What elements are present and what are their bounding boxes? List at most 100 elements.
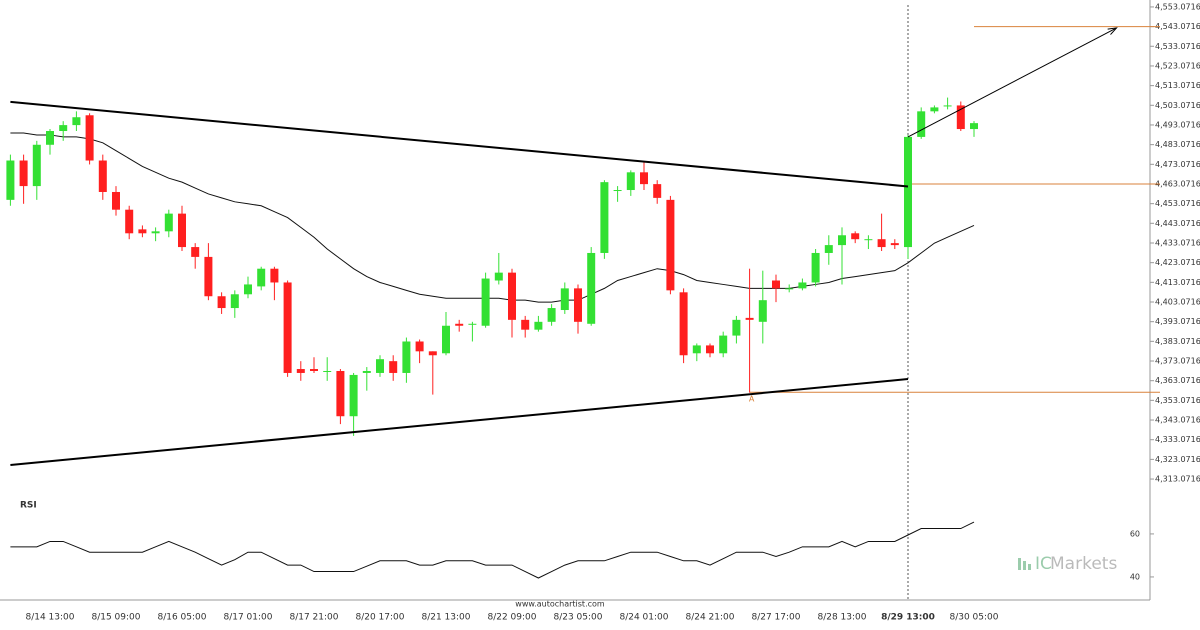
candle-body [758,300,767,322]
candle-body [587,252,596,324]
candle-body [838,235,846,246]
y-tick-label: 4,313.0716 [1155,475,1200,484]
candle-body [521,319,530,330]
candle-body [125,209,134,234]
candle-body [85,115,94,161]
arrow-head [1107,27,1118,35]
candle-body [824,245,833,253]
x-tick-label: 8/24 01:00 [619,613,668,623]
x-tick-label: 8/29 13:00 [881,613,935,623]
candle-body [864,239,873,241]
y-tick-label: 4,473.0716 [1155,160,1200,169]
watermark: IC Markets [1018,554,1117,574]
logo-dots [1018,558,1031,570]
candle-body [296,369,305,373]
y-tick-label: 4,483.0716 [1155,140,1200,149]
x-tick-label: 8/20 17:00 [355,613,404,623]
y-tick-label: 4,403.0716 [1155,298,1200,307]
candle-body [455,323,464,326]
candle-body [402,341,411,373]
candle-body [151,231,160,234]
y-tick-label: 4,553.0716 [1155,2,1200,11]
rsi-line [10,521,975,579]
y-tick-label: 4,423.0716 [1155,258,1200,267]
y-tick-label: 4,493.0716 [1155,120,1200,129]
x-tick-label: 8/17 01:00 [223,613,272,623]
y-tick-label: 4,433.0716 [1155,238,1200,247]
trendline [10,100,909,188]
x-tick-label: 8/24 21:00 [685,613,734,623]
trendline [10,378,909,467]
y-tick-label: 4,343.0716 [1155,416,1200,425]
candle-body [112,191,120,210]
x-tick-label: 8/27 17:00 [751,613,800,623]
candle-body [494,272,503,281]
y-tick-label: 4,503.0716 [1155,101,1200,110]
candle-body [59,125,68,132]
candle-body [19,160,28,187]
candle-body [811,252,820,283]
candle-body [798,282,807,289]
candle-body [191,247,200,257]
candle-body [349,374,358,417]
candle-body [534,321,543,330]
x-tick-label: 8/23 05:00 [553,613,602,623]
y-tick-label: 4,383.0716 [1155,337,1200,346]
candle-body [428,351,437,356]
moving-average [10,132,975,303]
candle-body [772,280,780,289]
source: www.autochartist.com [515,600,605,609]
x-tick-label: 8/22 09:00 [487,613,536,623]
candle-body [244,284,252,295]
candle-body [745,317,754,320]
x-tick-label: 8/15 09:00 [91,613,140,623]
y-tick-label: 4,323.0716 [1155,455,1200,464]
candle-body [851,233,860,240]
forecast-arrow [907,27,1117,138]
candle-body [323,370,332,372]
candle-body [666,199,675,291]
candle-body [442,325,450,354]
y-tick-label: 4,363.0716 [1155,376,1200,385]
y-tick-label: 4,523.0716 [1155,61,1200,70]
candle-body [917,111,926,137]
y-tick-label: 4,443.0716 [1155,219,1200,228]
candle-body [178,213,186,248]
candle-body [640,172,648,185]
candle-body [164,213,173,232]
candle-body [389,361,398,373]
candle-body [626,172,635,191]
candle-body [785,288,794,290]
candle-body [956,105,965,130]
candle-body [46,131,54,145]
candle-body [98,160,107,192]
candle-body [613,190,622,192]
candle-body [415,341,424,352]
x-tick-label: 8/17 21:00 [289,613,338,623]
x-tick-label: 8/16 05:00 [157,613,206,623]
watermark-suffix: Markets [1050,554,1117,574]
candle-body [877,239,886,248]
rsi-tick-label: 60 [1130,529,1140,538]
y-tick-label: 4,453.0716 [1155,199,1200,208]
candle-body [270,268,279,283]
y-tick-label: 4,533.0716 [1155,42,1200,51]
candle-body [336,370,345,417]
candle-body [547,308,556,322]
candle-body [72,117,81,126]
candle-body [692,345,701,354]
candle-body [904,136,912,248]
candle-body [468,323,477,325]
candle-body [32,144,41,187]
y-tick-label: 4,373.0716 [1155,357,1200,366]
y-tick-label: 4,413.0716 [1155,278,1200,287]
x-tick-label: 8/28 13:00 [817,613,866,623]
candle-body [706,345,714,354]
rsi-label: RSI [20,501,37,511]
candle-body [204,256,213,297]
candle-body [574,288,582,322]
x-tick-label: 8/14 13:00 [25,613,74,623]
y-tick-label: 4,333.0716 [1155,435,1200,444]
candle-body [481,278,490,326]
